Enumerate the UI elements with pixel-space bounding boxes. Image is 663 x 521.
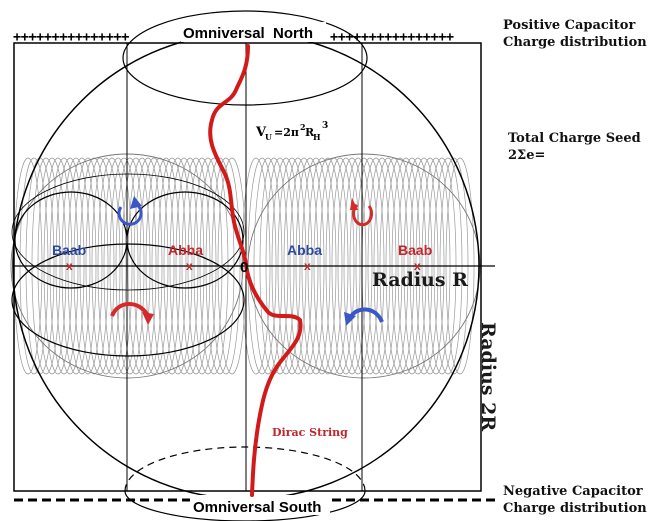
south-pole-ellipse-front <box>124 490 366 521</box>
volume-formula: V U =2π 2 R H 3 <box>255 121 328 142</box>
positive-charge-row-left: +++++++++++++++ <box>13 29 129 45</box>
blue-rotation-arrow-top-left <box>117 196 143 226</box>
svg-text:U: U <box>265 132 272 142</box>
red-rotation-arrow-bottom-left <box>110 302 154 325</box>
left-lower-ellipse <box>11 243 245 357</box>
left-inner-small-circle <box>126 191 244 289</box>
right-baab-marker: x <box>414 259 421 273</box>
total-charge-seed-label: Total Charge Seed 2Σe= <box>508 130 641 164</box>
dirac-string-label: Dirac String <box>272 426 348 439</box>
negative-capacitor-label: Negative Capacitor Charge distribution <box>503 483 647 517</box>
left-abba-label: Abba <box>168 242 203 258</box>
radius-r-label: Radius R <box>372 269 468 291</box>
dirac-string-curve <box>208 44 303 497</box>
left-baab-marker: x <box>66 259 73 273</box>
left-abba-marker: x <box>186 259 193 273</box>
origin-label: 0 <box>240 259 248 276</box>
right-baab-label: Baab <box>398 242 432 258</box>
svg-text:3: 3 <box>322 121 328 131</box>
red-rotation-arrow-top-right <box>350 198 374 227</box>
right-abba-label: Abba <box>287 242 322 258</box>
north-pole-ellipse <box>122 10 368 106</box>
positive-capacitor-line2: Charge distribution <box>503 35 647 50</box>
south-pole-label: Omniversal South <box>193 499 321 516</box>
north-pole-label: Omniversal North <box>183 25 313 42</box>
svg-text:H: H <box>313 132 321 142</box>
south-pole-ellipse-back <box>124 446 366 492</box>
positive-capacitor-label: Positive Capacitor Charge distribution <box>503 17 647 51</box>
outer-frame <box>13 42 482 492</box>
positive-charge-row-right: ++++++++++++++++ <box>330 29 454 45</box>
svg-text:R: R <box>305 126 315 139</box>
svg-text:=2π: =2π <box>274 126 299 139</box>
positive-capacitor-line1: Positive Capacitor <box>503 18 636 33</box>
radius-2r-label: Radius 2R <box>477 322 499 431</box>
left-upper-ellipse <box>11 173 245 291</box>
blue-rotation-arrow-bottom-right <box>344 307 384 326</box>
left-baab-label: Baab <box>52 242 86 258</box>
north-label-backdrop <box>181 22 326 42</box>
south-label-backdrop <box>190 495 330 515</box>
svg-text:V: V <box>255 125 267 140</box>
total-charge-seed-line1: Total Charge Seed <box>508 131 641 146</box>
negative-capacitor-line2: Charge distribution <box>503 501 647 516</box>
right-abba-marker: x <box>304 259 311 273</box>
negative-capacitor-line1: Negative Capacitor <box>503 484 643 499</box>
total-charge-seed-line2: 2Σe= <box>508 148 546 163</box>
svg-text:2: 2 <box>300 122 306 132</box>
